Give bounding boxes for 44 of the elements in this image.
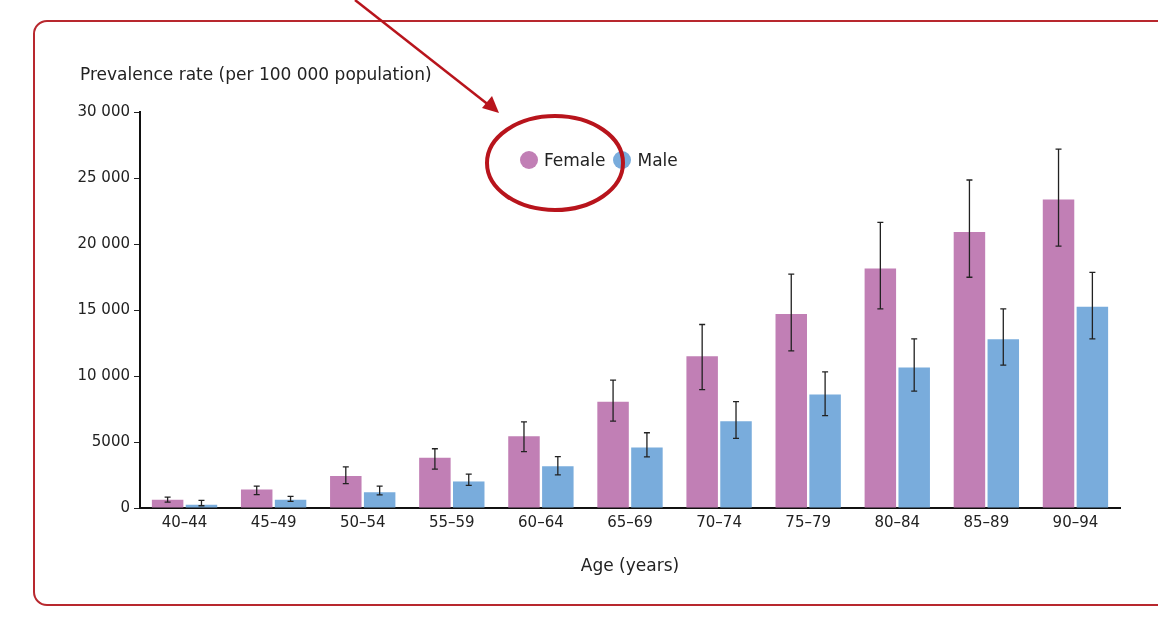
- bar: [185, 504, 218, 508]
- bar: [1076, 306, 1109, 508]
- bar: [864, 268, 897, 508]
- x-tick-label: 85–89: [963, 512, 1010, 531]
- bar: [953, 232, 986, 508]
- bar: [809, 394, 841, 508]
- bar: [330, 475, 362, 508]
- bar: [898, 367, 930, 508]
- y-tick-label: 15 000: [77, 299, 130, 318]
- x-tick-label: 75–79: [785, 512, 832, 531]
- bar: [453, 481, 485, 508]
- bar: [987, 339, 1020, 508]
- x-tick-label: 65–69: [607, 512, 653, 531]
- bar: [720, 421, 752, 508]
- y-tick-label: 20 000: [77, 233, 130, 252]
- bar: [151, 499, 184, 508]
- x-tick-label: 70–74: [696, 512, 742, 531]
- legend-label: Male: [637, 150, 678, 170]
- bar: [419, 457, 451, 508]
- bar: [775, 314, 807, 508]
- y-tick-label: 10 000: [77, 365, 130, 384]
- legend-label: Female: [544, 150, 606, 170]
- bar: [542, 466, 574, 508]
- y-tick-label: 25 000: [77, 167, 130, 186]
- x-tick-label: 50–54: [339, 512, 386, 531]
- bar: [240, 489, 273, 508]
- x-tick-label: 45–49: [250, 512, 297, 531]
- y-tick-label: 30 000: [77, 101, 130, 120]
- y-tick-label: 5000: [91, 431, 130, 450]
- bar: [631, 447, 663, 508]
- bar: [363, 492, 396, 508]
- bar: [274, 499, 307, 508]
- x-tick-label: 40–44: [161, 512, 208, 531]
- x-tick-label: 90–94: [1052, 512, 1099, 531]
- bar: [508, 436, 540, 508]
- bar: [1042, 199, 1075, 508]
- bar: [686, 356, 718, 508]
- bar: [597, 401, 629, 508]
- x-tick-label: 60–64: [518, 512, 564, 531]
- y-axis-title: Prevalence rate (per 100 000 population): [80, 64, 432, 84]
- x-axis-title: Age (years): [580, 555, 680, 576]
- y-tick-label: 0: [120, 497, 130, 516]
- x-tick-label: 80–84: [874, 512, 921, 531]
- x-tick-label: 55–59: [428, 512, 475, 531]
